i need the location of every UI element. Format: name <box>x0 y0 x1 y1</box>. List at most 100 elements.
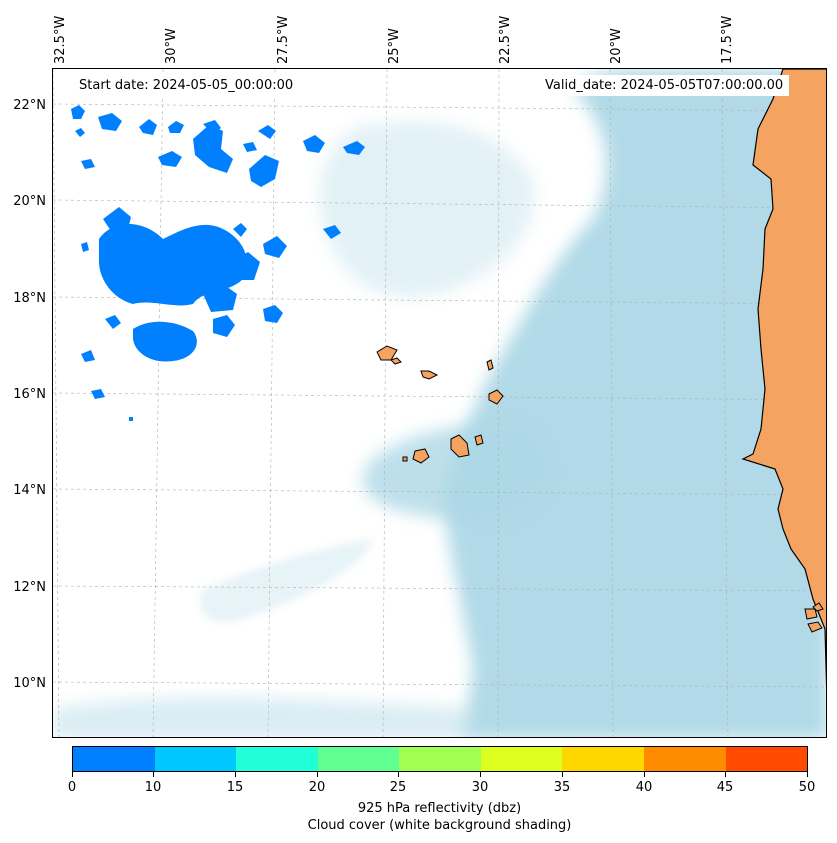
colorbar-segment <box>154 747 237 771</box>
island-bijagos-2 <box>807 621 823 633</box>
lon-label-30w: 30°W <box>164 28 179 64</box>
colorbar-tick <box>480 772 481 777</box>
reflectivity-cell <box>249 155 279 187</box>
reflectivity-cell <box>213 315 235 337</box>
cape-verde-islands <box>376 345 824 633</box>
reflectivity-layer <box>71 105 365 421</box>
land-west-africa <box>741 69 826 688</box>
reflectivity-cell <box>243 142 257 152</box>
colorbar-tick-label: 30 <box>471 780 489 795</box>
colorbar-tick-label: 20 <box>308 780 326 795</box>
colorbar-segment <box>725 747 808 771</box>
colorbar-tick-label: 25 <box>389 780 407 795</box>
reflectivity-cell <box>168 121 184 133</box>
island-bijagos-1 <box>804 608 818 620</box>
lon-label-27-5w: 27.5°W <box>276 15 291 64</box>
island-brava <box>402 456 408 462</box>
colorbar-tick-label: 35 <box>553 780 571 795</box>
reflectivity-cell <box>71 105 85 119</box>
cloud-cover-center <box>362 425 546 521</box>
colorbar-tick-label: 10 <box>144 780 162 795</box>
cloud-cover-main <box>443 69 826 737</box>
gridlines <box>53 69 826 737</box>
colorbar-title: 925 hPa reflectivity (dbz) <box>357 801 522 816</box>
valid-date-label: Valid_date: 2024-05-05T07:00:00.00 <box>539 75 790 96</box>
colorbar-tick <box>644 772 645 777</box>
colorbar-tick <box>72 772 73 777</box>
reflectivity-cell <box>228 252 260 280</box>
reflectivity-cell <box>98 113 122 131</box>
reflectivity-cell <box>105 315 121 329</box>
island-santiago <box>450 434 470 458</box>
reflectivity-cell <box>81 159 95 169</box>
island-boa-vista <box>488 389 504 405</box>
reflectivity-cell <box>323 225 341 239</box>
lon-label-20w: 20°W <box>609 28 624 64</box>
reflectivity-cell <box>139 119 157 135</box>
lat-label-22n: 22°N <box>13 98 46 113</box>
colorbar-tick-label: 40 <box>635 780 653 795</box>
colorbar-tick-label: 15 <box>226 780 244 795</box>
lon-label-25w: 25°W <box>387 28 402 64</box>
colorbar-tick <box>398 772 399 777</box>
reflectivity-cell <box>158 151 182 167</box>
reflectivity-cell <box>91 389 105 399</box>
map-panel[interactable] <box>52 68 827 738</box>
island-sal <box>486 359 494 371</box>
colorbar-segment <box>399 747 481 771</box>
reflectivity-cell <box>343 141 365 155</box>
reflectivity-cell <box>75 128 85 137</box>
reflectivity-cell <box>133 321 197 362</box>
colorbar <box>72 746 808 772</box>
colorbar-tick <box>317 772 318 777</box>
colorbar-segment <box>73 747 155 771</box>
colorbar-segment <box>562 747 644 771</box>
reflectivity-cell <box>81 350 95 362</box>
colorbar-segment <box>643 747 726 771</box>
island-sao-vicente <box>390 357 402 365</box>
reflectivity-cell <box>203 284 237 312</box>
reflectivity-cell <box>258 125 276 139</box>
lat-label-10n: 10°N <box>13 676 46 691</box>
colorbar-tick-label: 50 <box>798 780 816 795</box>
lat-label-12n: 12°N <box>13 580 46 595</box>
lon-label-32-5w: 32.5°W <box>53 15 68 64</box>
island-maio <box>474 434 484 446</box>
start-date-label: Start date: 2024-05-05_00:00:00 <box>73 75 300 96</box>
lat-label-18n: 18°N <box>13 291 46 306</box>
reflectivity-cell <box>81 242 89 252</box>
lat-label-14n: 14°N <box>13 483 46 498</box>
island-sao-nicolau <box>420 370 439 380</box>
lon-label-22-5w: 22.5°W <box>498 15 513 64</box>
island-bijagos-3 <box>812 602 824 612</box>
colorbar-tick <box>807 772 808 777</box>
map-canvas <box>53 69 826 737</box>
reflectivity-cell <box>303 135 325 153</box>
colorbar-tick <box>725 772 726 777</box>
island-santo-antao <box>376 345 398 361</box>
colorbar-tick-label: 0 <box>67 780 77 795</box>
colorbar-tick <box>235 772 236 777</box>
reflectivity-cell <box>193 125 233 173</box>
colorbar-tick-label: 45 <box>716 780 734 795</box>
island-fogo <box>412 448 430 464</box>
reflectivity-cell <box>233 223 247 237</box>
cloud-cover-northwest-haze <box>319 121 535 297</box>
colorbar-tick <box>153 772 154 777</box>
reflectivity-cell <box>203 120 221 134</box>
reflectivity-cell <box>263 236 287 258</box>
lat-label-16n: 16°N <box>13 387 46 402</box>
colorbar-segment <box>317 747 400 771</box>
cloud-cover-south-band <box>53 697 473 737</box>
colorbar-segment <box>236 747 318 771</box>
cloud-cover-layer <box>53 69 826 737</box>
colorbar-subtitle: Cloud cover (white background shading) <box>307 818 572 833</box>
colorbar-tick <box>562 772 563 777</box>
reflectivity-cell <box>263 305 283 323</box>
cloud-cover-west-streaks <box>200 539 373 623</box>
lat-label-20n: 20°N <box>13 194 46 209</box>
reflectivity-cell <box>98 224 247 306</box>
lon-label-17-5w: 17.5°W <box>720 15 735 64</box>
colorbar-segment <box>480 747 563 771</box>
reflectivity-cell <box>129 417 133 421</box>
